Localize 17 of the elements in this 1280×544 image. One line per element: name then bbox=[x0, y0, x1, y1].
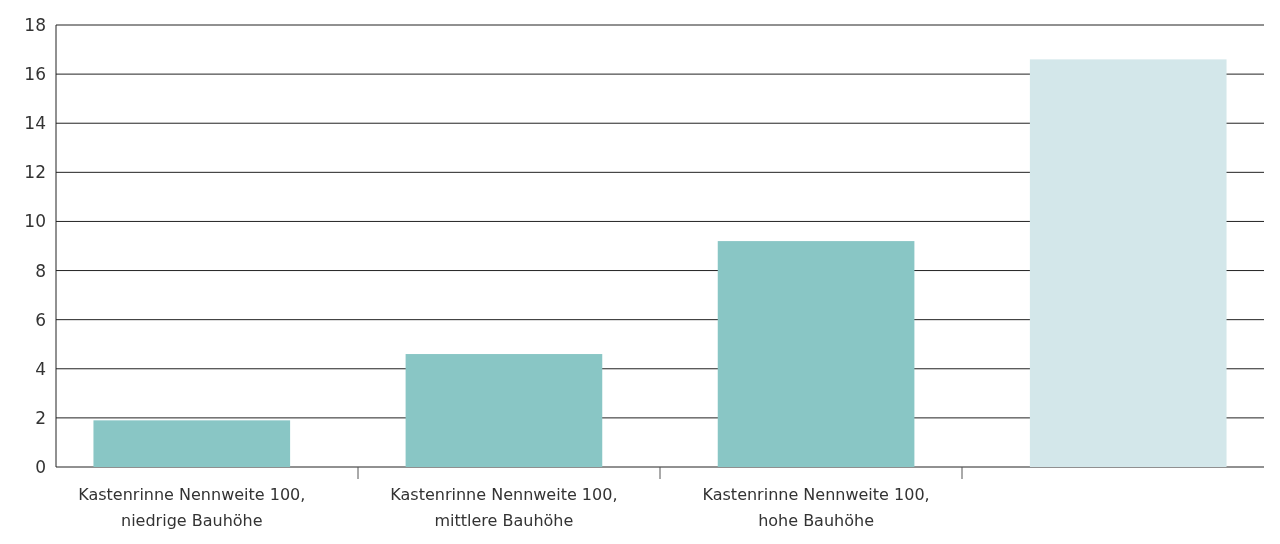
y-tick-label: 8 bbox=[35, 260, 46, 281]
y-tick-label: 16 bbox=[24, 64, 46, 85]
bar bbox=[93, 420, 291, 467]
y-tick-label: 18 bbox=[24, 14, 46, 35]
y-tick-label: 12 bbox=[24, 162, 46, 183]
x-tick-label: Kastenrinne Nennweite 100, hohe Bauhöhe bbox=[702, 485, 930, 530]
bar bbox=[405, 354, 603, 467]
y-tick-label: 4 bbox=[35, 358, 46, 379]
x-tick-label: Kastenrinne Nennweite 100, niedrige Bauhöhe bbox=[78, 485, 306, 530]
y-tick-label: 10 bbox=[24, 211, 46, 232]
y-tick-label: 6 bbox=[35, 309, 46, 330]
y-tick-label: 0 bbox=[35, 456, 46, 477]
y-tick-label: 14 bbox=[24, 113, 46, 134]
bar bbox=[1029, 59, 1227, 467]
x-tick-label: Kastenrinne Nennweite 100, mittlere Bauhöhe bbox=[390, 485, 618, 530]
y-tick-label: 2 bbox=[35, 407, 46, 428]
bar bbox=[717, 241, 915, 467]
